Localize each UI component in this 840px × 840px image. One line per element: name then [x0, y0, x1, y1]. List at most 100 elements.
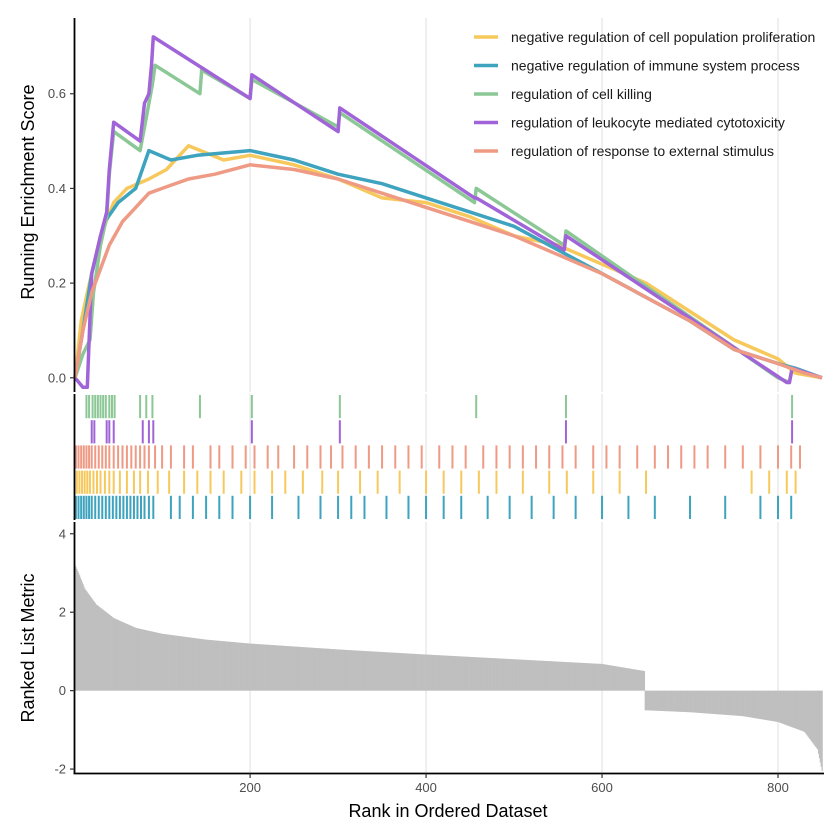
metric-bar: [517, 659, 519, 691]
metric-bar: [390, 652, 392, 691]
metric-bar: [732, 690, 734, 716]
metric-bar: [112, 617, 114, 691]
metric-bar: [481, 657, 484, 691]
metric-bar: [533, 660, 536, 691]
metric-bar: [407, 653, 409, 691]
metric-bar: [677, 690, 679, 712]
metric-bar: [458, 656, 461, 691]
metric-bar: [599, 663, 602, 691]
metric-bar: [78, 572, 80, 691]
metric-bar: [114, 618, 117, 691]
metric-bar: [734, 690, 736, 716]
metric-bar: [238, 642, 240, 691]
metric-bar: [546, 661, 548, 691]
metric-bar: [515, 659, 517, 691]
metric-bar: [690, 690, 692, 713]
metric-bar: [138, 628, 141, 691]
metric-bar: [555, 661, 558, 691]
metric-bar: [639, 670, 641, 691]
metric-bar: [164, 634, 166, 691]
metric-bar: [424, 654, 426, 691]
metric-bar: [539, 660, 542, 691]
metric-bar: [789, 690, 792, 727]
metric-bar: [257, 644, 259, 691]
metric-bar: [780, 690, 782, 723]
metric-bar: [595, 663, 597, 691]
y-axis-title-metric: Ranked List Metric: [18, 573, 38, 722]
metric-bar: [753, 690, 756, 719]
metric-bar: [686, 690, 688, 713]
metric-bar: [139, 628, 141, 691]
metric-bar: [746, 690, 748, 717]
legend-label: regulation of leukocyte mediated cytotox…: [511, 115, 785, 131]
metric-bar: [241, 642, 243, 691]
metric-bar: [603, 664, 605, 691]
metric-bar: [406, 653, 408, 691]
metric-bar: [154, 632, 156, 691]
metric-bar: [527, 660, 529, 691]
metric-bar: [713, 690, 715, 714]
metric-bar: [375, 651, 377, 691]
metric-bar: [429, 654, 431, 691]
metric-bar: [584, 663, 587, 691]
metric-bar: [775, 690, 778, 722]
metric-bar: [334, 649, 337, 691]
metric-bar: [400, 653, 403, 691]
metric-bar: [175, 635, 177, 691]
metric-bar: [748, 690, 750, 718]
metric-bar: [195, 638, 197, 691]
metric-bar: [330, 648, 332, 691]
metric-bar: [715, 690, 718, 715]
metric-bar: [494, 658, 496, 691]
metric-bar: [749, 690, 751, 718]
metric-bar: [548, 661, 551, 691]
metric-bar: [421, 654, 423, 691]
metric-bar: [799, 690, 801, 731]
metric-bar: [106, 612, 108, 691]
legend-label: negative regulation of immune system pro…: [511, 58, 800, 74]
metric-bar: [162, 633, 164, 691]
metric-bar: [207, 639, 209, 691]
metric-bar: [361, 650, 363, 691]
metric-bar: [630, 668, 632, 691]
metric-bar: [598, 663, 600, 691]
metric-bar: [320, 648, 323, 691]
metric-bar: [122, 622, 124, 691]
metric-bar: [579, 662, 581, 691]
metric-bar: [134, 627, 136, 691]
metric-bar: [256, 644, 258, 691]
metric-bar: [444, 655, 447, 691]
metric-bar: [675, 690, 677, 712]
metric-bar: [781, 690, 784, 724]
metric-bar: [268, 644, 271, 691]
metric-bar: [534, 660, 536, 691]
metric-bar: [123, 622, 126, 691]
metric-bar: [210, 640, 213, 691]
metric-bar: [340, 649, 342, 691]
metric-bar: [152, 631, 155, 691]
metric-bar: [317, 648, 319, 691]
metric-bar: [261, 644, 264, 691]
metric-bar: [319, 648, 321, 691]
metric-bar: [221, 641, 223, 691]
metric-bar: [352, 650, 354, 691]
metric-bar: [105, 611, 107, 691]
metric-bar: [680, 690, 683, 712]
metric-bar: [624, 667, 626, 691]
metric-bar: [446, 655, 448, 691]
metric-bar: [80, 579, 82, 691]
metric-bar: [569, 662, 572, 691]
metric-bar: [292, 646, 294, 691]
metric-bar: [341, 649, 344, 691]
metric-bar: [514, 659, 516, 691]
metric-bar: [689, 690, 691, 713]
metric-bar: [760, 690, 763, 720]
metric-bar: [597, 663, 599, 691]
legend-items: negative regulation of cell population p…: [474, 29, 815, 159]
metric-bar: [272, 645, 274, 691]
metric-bar: [395, 652, 397, 691]
metric-bar: [100, 607, 102, 691]
metric-bar: [471, 657, 473, 691]
metric-bar: [483, 657, 485, 691]
metric-bar: [220, 640, 222, 691]
